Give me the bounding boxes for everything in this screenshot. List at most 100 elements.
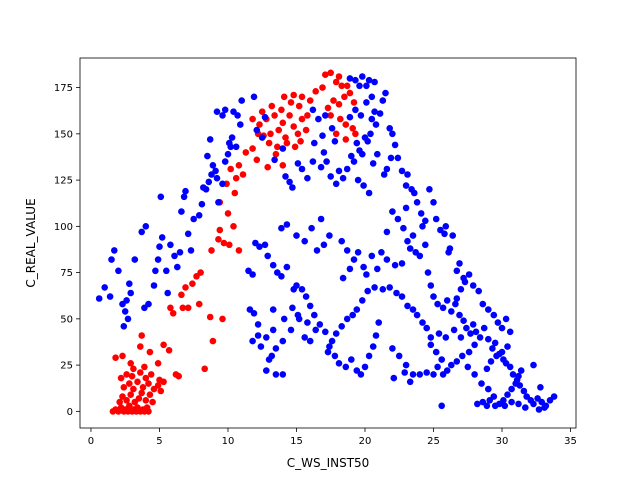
x-tick-label: 15 — [290, 436, 303, 447]
scatter-point — [371, 108, 378, 115]
scatter-point — [409, 232, 417, 239]
scatter-point — [209, 162, 217, 169]
x-tick-label: 10 — [222, 436, 235, 447]
scatter-point — [219, 315, 226, 323]
scatter-point — [294, 311, 302, 319]
scatter-point — [368, 115, 376, 123]
scatter-point — [326, 343, 333, 350]
scatter-point — [278, 224, 285, 232]
scatter-point — [227, 143, 234, 151]
scatter-point — [343, 315, 351, 323]
scatter-point — [430, 293, 437, 300]
scatter-point — [432, 348, 440, 356]
scatter-point — [365, 76, 373, 84]
scatter-point — [290, 123, 298, 130]
scatter-point — [434, 300, 441, 308]
scatter-point — [389, 208, 396, 215]
scatter-point — [456, 311, 463, 319]
scatter-point — [269, 261, 277, 269]
scatter-point — [178, 291, 185, 299]
scatter-point — [352, 106, 359, 114]
scatter-point — [352, 130, 359, 138]
scatter-point — [494, 319, 502, 326]
scatter-point — [371, 78, 378, 86]
scatter-point — [342, 121, 350, 128]
scatter-point — [404, 302, 411, 310]
y-tick-label: 25 — [60, 361, 73, 372]
scatter-point — [453, 358, 461, 365]
scatter-point — [123, 297, 130, 304]
scatter-point — [139, 384, 147, 391]
scatter-point — [145, 408, 152, 415]
scatter-point — [491, 339, 499, 347]
scatter-point — [353, 139, 361, 147]
scatter-point — [471, 341, 478, 349]
scatter-point — [515, 372, 522, 380]
scatter-point — [537, 384, 544, 391]
scatter-point — [335, 101, 343, 108]
scatter-point — [387, 154, 395, 162]
scatter-point — [364, 138, 372, 145]
scatter-point — [489, 345, 496, 352]
scatter-point — [150, 282, 158, 289]
scatter-point — [456, 260, 463, 267]
scatter-point — [508, 385, 515, 393]
scatter-point — [130, 365, 137, 373]
scatter-point — [311, 139, 318, 147]
scatter-point — [146, 391, 154, 399]
y-tick-label: 50 — [60, 314, 73, 325]
scatter-point — [184, 304, 192, 312]
scatter-point — [360, 263, 367, 271]
scatter-point — [189, 280, 196, 288]
scatter-point — [348, 152, 355, 160]
scatter-point — [360, 182, 367, 189]
scatter-point — [328, 337, 336, 345]
scatter-point — [328, 125, 336, 132]
scatter-point — [504, 343, 511, 350]
scatter-point — [115, 267, 122, 275]
scatter-point — [127, 391, 134, 399]
scatter-point — [404, 237, 411, 245]
scatter-point — [127, 360, 134, 367]
scatter-point — [432, 215, 440, 223]
scatter-point — [323, 158, 330, 165]
scatter-point — [331, 352, 339, 360]
scatter-point — [134, 378, 141, 386]
scatter-point — [368, 93, 376, 101]
scatter-point — [154, 360, 162, 367]
scatter-point — [221, 106, 229, 114]
scatter-point — [426, 186, 433, 193]
scatter-point — [457, 334, 465, 341]
scatter-point — [138, 332, 145, 339]
scatter-point — [402, 182, 410, 189]
scatter-point — [357, 112, 365, 119]
scatter-point — [258, 134, 266, 141]
scatter-point — [486, 397, 494, 404]
scatter-point — [163, 267, 170, 275]
scatter-point — [509, 371, 517, 378]
scatter-point — [182, 187, 189, 195]
scatter-point — [342, 363, 350, 371]
scatter-point — [515, 400, 522, 408]
scatter-point — [478, 380, 485, 387]
scatter-point — [130, 385, 137, 393]
scatter-point — [363, 271, 370, 278]
scatter-point — [112, 354, 119, 362]
scatter-point — [306, 302, 314, 310]
scatter-point — [272, 345, 280, 352]
scatter-point — [453, 267, 461, 275]
scatter-point — [238, 97, 245, 104]
scatter-point — [332, 78, 340, 86]
scatter-point — [343, 247, 351, 254]
scatter-point — [350, 158, 358, 165]
scatter-point — [227, 165, 234, 173]
scatter-point — [322, 328, 329, 336]
scatter-point — [485, 306, 492, 313]
scatter-point — [326, 232, 333, 239]
scatter-point — [226, 241, 233, 249]
scatter-point — [309, 106, 317, 114]
scatter-point — [293, 282, 300, 289]
scatter-point — [404, 171, 411, 178]
scatter-point — [111, 247, 118, 254]
scatter-point — [298, 165, 306, 173]
